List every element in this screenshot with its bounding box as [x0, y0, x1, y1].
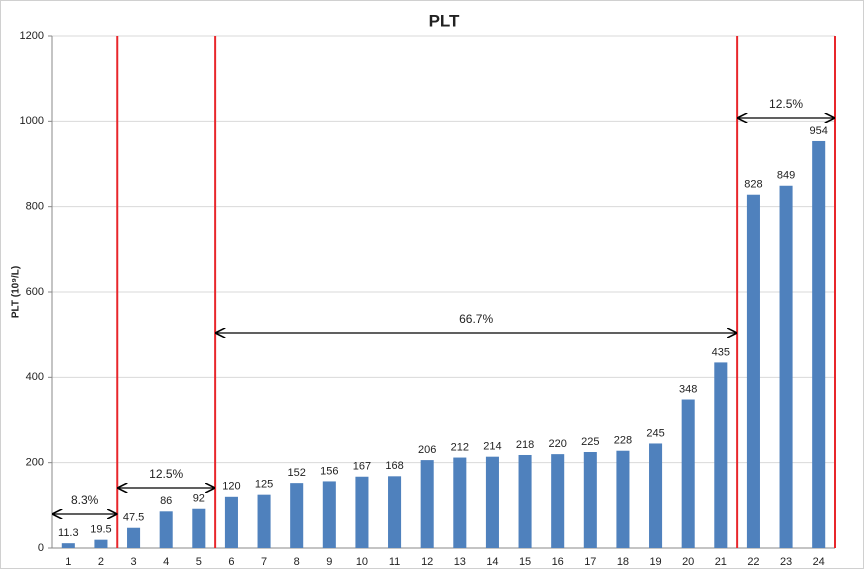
span-label: 66.7% [459, 312, 493, 326]
bar [649, 443, 663, 548]
data-label: 348 [679, 383, 697, 395]
bar [159, 511, 173, 548]
x-tick-label: 23 [780, 556, 792, 568]
x-tick-label: 14 [486, 556, 498, 568]
x-tick-label: 5 [196, 556, 202, 568]
x-tick-label: 21 [715, 556, 727, 568]
data-label: 152 [288, 467, 306, 479]
y-tick-label: 800 [26, 201, 44, 213]
bar [714, 362, 728, 548]
bar [779, 185, 793, 548]
x-tick-label: 13 [454, 556, 466, 568]
chart-title: PLT [429, 11, 460, 30]
span-label: 12.5% [769, 97, 803, 111]
data-label: 11.3 [58, 527, 79, 539]
x-tick-label: 7 [261, 556, 267, 568]
x-tick-label: 22 [747, 556, 759, 568]
bar [355, 476, 369, 548]
bar [420, 460, 434, 548]
data-label: 214 [483, 441, 501, 453]
data-label: 220 [549, 438, 567, 450]
data-label: 120 [222, 481, 240, 493]
bar [322, 481, 336, 548]
x-tick-label: 15 [519, 556, 531, 568]
y-tick-label: 600 [26, 286, 44, 298]
data-label: 156 [320, 465, 338, 477]
y-tick-label: 400 [26, 371, 44, 383]
bar [485, 456, 499, 548]
bar [518, 454, 532, 548]
data-label: 828 [744, 179, 762, 191]
x-tick-label: 4 [163, 556, 169, 568]
data-label: 849 [777, 170, 795, 182]
x-tick-label: 12 [421, 556, 433, 568]
data-label: 125 [255, 479, 273, 491]
x-tick-label: 6 [228, 556, 234, 568]
data-label: 218 [516, 439, 534, 451]
data-label: 228 [614, 435, 632, 447]
bar [681, 399, 695, 548]
x-tick-label: 1 [65, 556, 71, 568]
x-tick-label: 11 [389, 556, 400, 568]
bar [61, 543, 75, 548]
span-label: 8.3% [71, 493, 99, 507]
x-tick-label: 20 [682, 556, 694, 568]
bar [192, 508, 206, 548]
data-label: 206 [418, 444, 436, 456]
data-label: 168 [385, 460, 403, 472]
x-tick-label: 18 [617, 556, 629, 568]
bar [224, 496, 238, 548]
data-label: 245 [646, 427, 664, 439]
x-tick-label: 24 [813, 556, 825, 568]
data-label: 212 [451, 441, 469, 453]
x-tick-label: 17 [584, 556, 596, 568]
data-label: 225 [581, 436, 599, 448]
x-tick-label: 16 [552, 556, 564, 568]
y-tick-label: 1000 [20, 115, 44, 127]
data-label: 19.5 [90, 524, 111, 536]
data-label: 954 [810, 125, 828, 137]
bar [551, 454, 565, 548]
bar [583, 452, 597, 548]
span-label: 12.5% [149, 467, 183, 481]
data-label: 167 [353, 461, 371, 473]
bar [388, 476, 402, 548]
y-tick-label: 1200 [20, 30, 44, 42]
bar [94, 539, 108, 548]
bar [616, 450, 630, 548]
y-tick-label: 0 [38, 542, 44, 554]
x-tick-label: 19 [649, 556, 661, 568]
x-tick-label: 10 [356, 556, 368, 568]
bar [812, 140, 826, 548]
y-axis-label: PLT (10⁹/L) [11, 266, 22, 318]
data-label: 86 [160, 495, 172, 507]
bar [257, 494, 271, 548]
x-tick-label: 2 [98, 556, 104, 568]
x-tick-label: 9 [326, 556, 332, 568]
bar [453, 457, 467, 548]
data-label: 435 [712, 346, 730, 358]
data-label: 47.5 [123, 512, 144, 524]
x-tick-label: 3 [131, 556, 137, 568]
x-tick-label: 8 [294, 556, 300, 568]
data-label: 92 [193, 493, 205, 505]
bar [290, 483, 304, 548]
bar [127, 527, 141, 548]
bar [746, 194, 760, 548]
y-tick-label: 200 [26, 457, 44, 469]
